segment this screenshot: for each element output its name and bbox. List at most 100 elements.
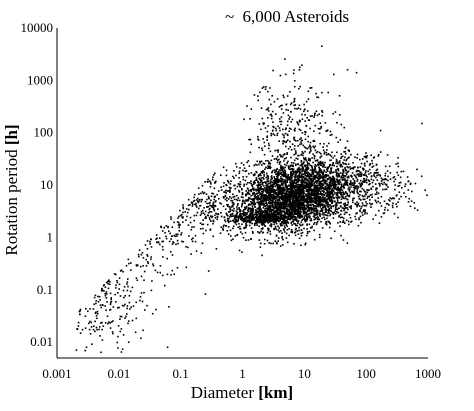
data-point bbox=[229, 215, 231, 218]
data-point bbox=[326, 193, 329, 196]
data-point bbox=[261, 224, 264, 226]
data-point bbox=[196, 197, 199, 200]
data-point bbox=[231, 213, 234, 215]
data-point bbox=[317, 187, 319, 189]
data-point bbox=[361, 182, 363, 185]
data-point bbox=[291, 231, 294, 234]
data-point bbox=[289, 165, 291, 168]
data-point bbox=[310, 87, 313, 89]
data-point bbox=[250, 190, 253, 193]
data-point bbox=[107, 280, 110, 282]
data-point bbox=[383, 181, 385, 184]
data-point bbox=[309, 207, 311, 209]
data-point bbox=[286, 225, 288, 228]
data-point bbox=[304, 207, 306, 209]
data-point bbox=[234, 214, 236, 217]
data-point bbox=[95, 300, 97, 302]
data-point bbox=[354, 187, 357, 190]
data-point bbox=[281, 156, 284, 158]
data-point bbox=[207, 181, 209, 183]
data-point bbox=[280, 120, 283, 123]
data-point bbox=[352, 197, 354, 200]
data-point bbox=[336, 192, 338, 195]
data-point bbox=[233, 218, 236, 220]
data-point bbox=[261, 222, 263, 225]
data-point bbox=[335, 202, 337, 204]
data-point bbox=[290, 206, 292, 209]
data-point bbox=[332, 175, 334, 178]
data-point bbox=[282, 112, 285, 114]
data-point bbox=[251, 205, 254, 208]
data-point bbox=[324, 214, 327, 216]
data-point bbox=[200, 210, 203, 213]
data-point bbox=[316, 221, 318, 224]
data-point bbox=[286, 218, 289, 221]
data-point bbox=[294, 107, 296, 110]
data-point bbox=[131, 286, 134, 289]
data-point bbox=[312, 178, 315, 180]
data-point bbox=[364, 181, 366, 183]
data-point bbox=[229, 191, 231, 193]
data-point bbox=[255, 196, 257, 199]
data-point bbox=[187, 198, 190, 201]
data-point bbox=[98, 295, 101, 298]
data-point bbox=[366, 181, 368, 184]
data-point bbox=[235, 223, 238, 226]
data-point bbox=[348, 156, 350, 159]
data-point bbox=[341, 177, 343, 179]
data-point bbox=[290, 174, 292, 176]
data-point bbox=[302, 198, 304, 200]
data-point bbox=[274, 202, 277, 205]
data-point bbox=[291, 181, 293, 183]
y-tick-label: 0.1 bbox=[37, 282, 53, 297]
data-point bbox=[238, 215, 241, 217]
data-point bbox=[336, 184, 338, 186]
data-point bbox=[318, 218, 321, 221]
data-point bbox=[300, 232, 302, 235]
data-point bbox=[300, 141, 302, 144]
data-point bbox=[124, 317, 126, 319]
data-point bbox=[268, 202, 270, 204]
data-point bbox=[261, 254, 263, 257]
data-point bbox=[286, 153, 288, 155]
data-point bbox=[283, 173, 286, 176]
data-point bbox=[260, 201, 262, 203]
data-point bbox=[262, 220, 264, 222]
data-point bbox=[293, 138, 296, 141]
data-point bbox=[317, 189, 320, 192]
data-point bbox=[319, 198, 322, 200]
data-point bbox=[357, 173, 360, 175]
data-point bbox=[273, 195, 275, 197]
chart-title-text: 6,000 Asteroids bbox=[242, 7, 349, 26]
data-point bbox=[282, 218, 284, 220]
data-point bbox=[359, 186, 362, 188]
data-point bbox=[318, 151, 321, 154]
data-point bbox=[299, 200, 301, 203]
data-point bbox=[273, 228, 276, 230]
data-point bbox=[344, 179, 346, 181]
data-point bbox=[263, 194, 266, 196]
data-point bbox=[171, 254, 174, 256]
data-point bbox=[196, 211, 199, 214]
data-point bbox=[334, 184, 336, 187]
data-point bbox=[251, 188, 254, 191]
data-point bbox=[222, 166, 225, 169]
data-point bbox=[270, 189, 273, 191]
data-point bbox=[291, 213, 293, 215]
data-point bbox=[286, 124, 289, 126]
data-point bbox=[296, 200, 299, 203]
y-tick-label: 10000 bbox=[21, 20, 54, 35]
data-point bbox=[263, 210, 265, 212]
data-point bbox=[267, 191, 269, 194]
data-point bbox=[286, 187, 289, 190]
data-point bbox=[234, 218, 237, 221]
data-point bbox=[313, 216, 316, 218]
data-point bbox=[300, 244, 302, 247]
data-point bbox=[328, 165, 330, 168]
data-point bbox=[297, 199, 300, 202]
data-point bbox=[214, 214, 216, 217]
data-point bbox=[313, 223, 315, 225]
data-point bbox=[209, 181, 212, 184]
data-point bbox=[345, 172, 347, 174]
data-point bbox=[316, 211, 318, 213]
